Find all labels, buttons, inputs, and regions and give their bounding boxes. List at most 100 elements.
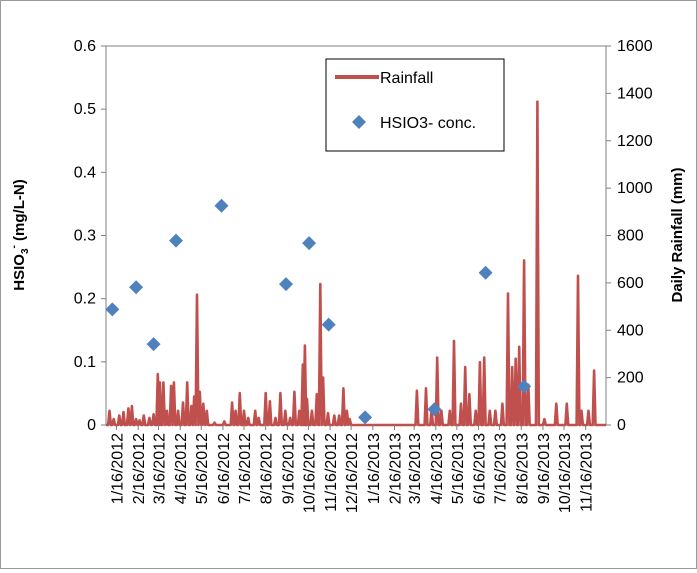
rainfall-data-point [342, 387, 345, 390]
rainfall-data-point [489, 410, 491, 412]
hsio3-data-point [478, 265, 493, 280]
rainfall-data-point [202, 402, 205, 405]
rainfall-data-point [501, 402, 504, 405]
rainfall-data-point [143, 414, 145, 417]
rainfall-series-line [106, 100, 606, 427]
left-y-tick-label: 0.6 [74, 38, 96, 55]
rainfall-data-point [474, 410, 477, 412]
x-tick-label: 3/16/2013 [407, 433, 424, 504]
left-y-tick-label: 0.4 [74, 164, 96, 181]
rainfall-data-point [322, 376, 324, 379]
rainfall-data-point [302, 363, 304, 366]
rainfall-data-point [507, 292, 509, 295]
rainfall-data-point [298, 410, 301, 412]
rainfall-data-point [518, 346, 520, 348]
rainfall-data-point [157, 373, 159, 375]
right-y-tick-label: 600 [617, 275, 644, 292]
right-y-tick-label: 1200 [617, 133, 653, 150]
rainfall-data-point [131, 405, 133, 407]
rainfall-data-point [138, 419, 141, 422]
x-tick-label: 11/16/2013 [579, 433, 596, 512]
rainfall-data-point [152, 413, 155, 416]
rainfall-data-point [254, 410, 256, 412]
rainfall-data-point [269, 400, 271, 403]
rainfall-data-point [206, 410, 208, 412]
rainfall-data-point [108, 410, 111, 412]
rainfall-data-point [264, 392, 267, 394]
legend-rainfall-label: Rainfall [380, 70, 433, 87]
rainfall-data-point [279, 392, 282, 394]
x-tick-label: 3/16/2012 [152, 433, 169, 504]
left-y-tick-label: 0 [87, 417, 96, 434]
rainfall-data-point [247, 417, 249, 419]
y-axis-left-title: HSIO3- (mg/L-N) [9, 179, 31, 290]
rainfall-data-point [170, 385, 172, 387]
rainfall-data-point [196, 293, 198, 296]
hsio3-data-point [129, 280, 144, 295]
rainfall-data-point [338, 414, 341, 417]
right-y-tick-label: 0 [617, 417, 626, 434]
rainfall-data-point [304, 344, 306, 347]
rainfall-data-point [346, 410, 348, 412]
x-tick-label: 6/16/2012 [216, 433, 233, 504]
rainfall-data-point [274, 417, 277, 419]
rainfall-data-point [190, 405, 193, 407]
x-tick-label: 11/16/2012 [323, 433, 340, 512]
rainfall-data-point [593, 369, 595, 372]
rainfall-data-point [293, 391, 296, 393]
x-tick-label: 7/16/2012 [237, 433, 254, 504]
hsio3-data-point [214, 198, 229, 213]
rainfall-data-point [333, 414, 336, 417]
rainfall-data-point [177, 410, 179, 412]
rainfall-data-point [306, 398, 308, 400]
left-y-tick-label: 0.5 [74, 101, 96, 118]
x-axis: 1/16/2012 2/16/2012 3/16/2012 4/16/2012 5/16… [110, 425, 596, 513]
hsio3-data-point [105, 302, 120, 317]
legend: Rainfall HSIO3- conc. [325, 58, 505, 152]
rainfall-data-point [112, 418, 115, 420]
rainfall-data-point [213, 421, 216, 424]
left-y-tick-label: 0.2 [74, 291, 96, 308]
rainfall-data-point [460, 402, 462, 405]
legend-box [325, 58, 505, 152]
rainfall-data-point [453, 340, 455, 342]
legend-hsio3-label: HSIO3- conc. [380, 115, 476, 132]
x-tick-label: 8/16/2012 [259, 433, 276, 504]
rainfall-data-point [135, 418, 137, 420]
rainfall-data-point [523, 259, 525, 262]
rainfall-data-point [289, 417, 292, 419]
rainfall-data-point [159, 381, 161, 384]
rainfall-data-point [316, 393, 318, 396]
rainfall-data-point [199, 391, 201, 393]
right-y-axis: 0 200 400 600 800 1000 1200 1400 1600 [606, 38, 653, 434]
rainfall-data-point [166, 410, 168, 412]
x-tick-label: 4/16/2013 [429, 433, 446, 504]
hsio3-data-point [517, 379, 532, 394]
hsio3-data-point [146, 337, 161, 352]
x-tick-label: 5/16/2012 [194, 433, 211, 504]
rainfall-data-point [468, 393, 471, 396]
right-y-tick-label: 400 [617, 322, 644, 339]
hsio3-data-point [358, 410, 373, 425]
rainfall-data-point [479, 361, 481, 364]
x-tick-label: 7/16/2013 [493, 433, 510, 504]
x-tick-label: 8/16/2013 [514, 433, 531, 504]
hsio3-data-point [427, 402, 442, 417]
rainfall-data-point [284, 410, 287, 412]
rainfall-data-point [182, 401, 184, 404]
rainfall-data-point [555, 402, 558, 405]
x-tick-label: 10/16/2013 [557, 433, 574, 513]
rainfall-data-point [580, 410, 583, 412]
rainfall-data-point [464, 366, 467, 368]
rainfall-data-point [514, 357, 517, 360]
right-y-tick-label: 1400 [617, 85, 653, 102]
rainfall-data-point [186, 381, 188, 384]
rainfall-data-point [536, 100, 539, 103]
rainfall-series-layer [106, 100, 606, 427]
rainfall-data-point [231, 401, 233, 404]
rainfall-data-point [440, 410, 443, 412]
x-tick-label: 1/16/2013 [366, 433, 383, 504]
x-tick-label: 4/16/2012 [173, 433, 190, 504]
